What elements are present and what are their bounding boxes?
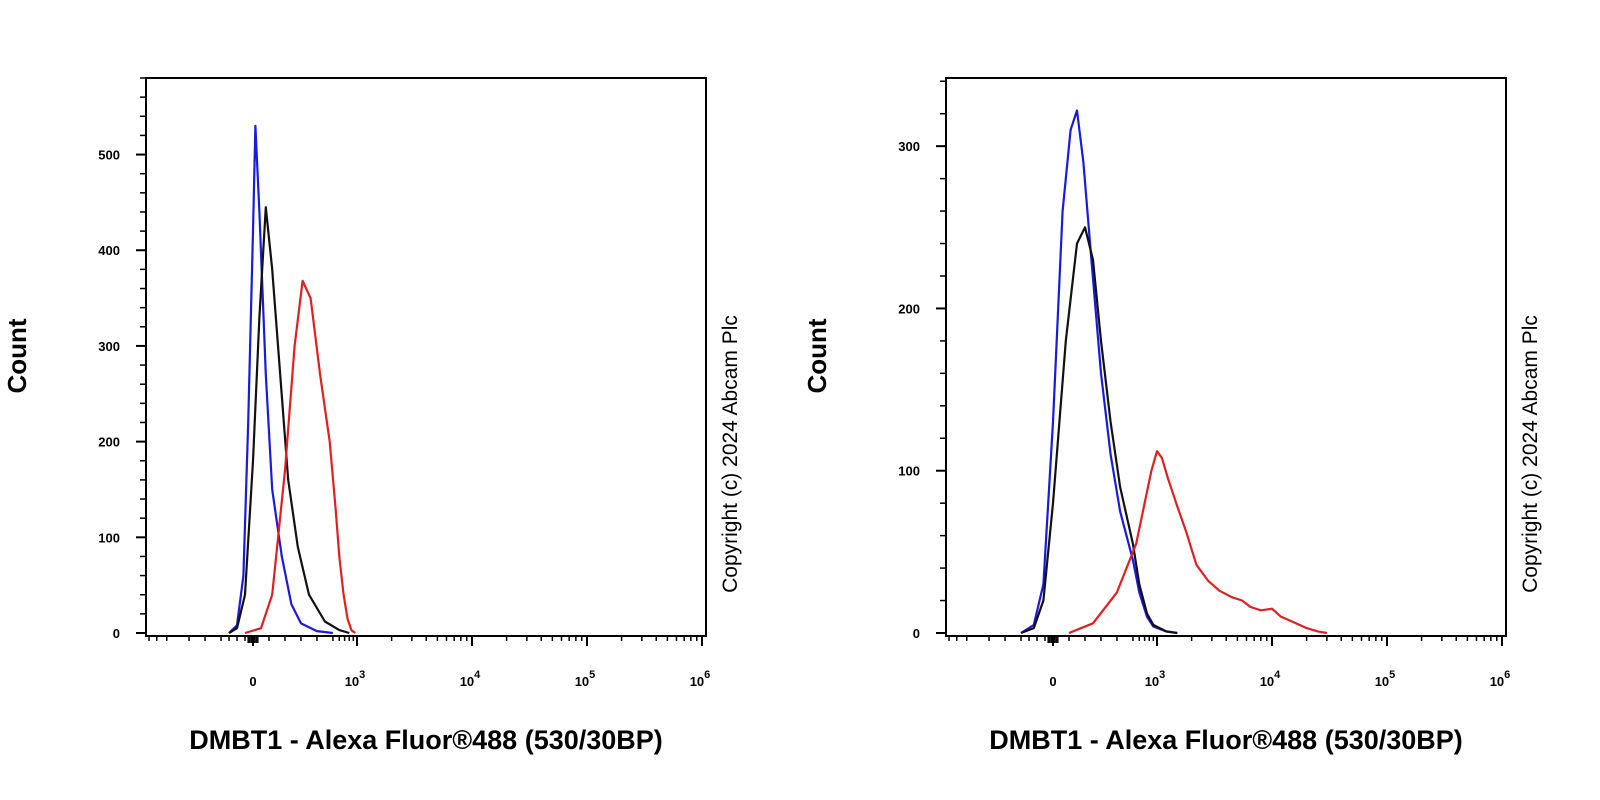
x-tick-label: 103: [345, 669, 366, 689]
svg-text:Count: Count: [802, 318, 832, 393]
x-tick-label: 104: [460, 669, 481, 689]
y-tick-label: 100: [898, 464, 920, 479]
y-tick-label: 300: [98, 339, 120, 354]
y-tick-label: 0: [913, 626, 920, 641]
series-blue-line: [1020, 109, 1178, 635]
x-tick-label: 0: [1049, 674, 1056, 689]
svg-text:DMBT1 - Alexa Fluor®488 (530/3: DMBT1 - Alexa Fluor®488 (530/30BP): [189, 725, 663, 755]
x-axis-label: DMBT1 - Alexa Fluor®488 (530/30BP): [189, 725, 663, 755]
x-ticks: 0 103 104 105 106: [148, 636, 711, 689]
x-tick-label: 104: [1260, 669, 1281, 689]
y-axis-label: Count: [802, 318, 832, 393]
histogram-panel-right: Count 0 100 200 300 0 103 104 105 106 DMBT1 - A…: [800, 0, 1600, 800]
y-tick-label: 200: [98, 435, 120, 450]
y-ticks: 0 100 200 300 400 500: [98, 77, 146, 641]
series-group: [228, 124, 356, 635]
y-tick-label: 500: [98, 148, 120, 163]
x-ticks: 0 103 104 105 106: [948, 636, 1511, 689]
svg-text:Copyright (c) 2024 Abcam Plc: Copyright (c) 2024 Abcam Plc: [719, 315, 742, 593]
copyright-text: Copyright (c) 2024 Abcam Plc: [719, 315, 742, 593]
series-black-line: [1020, 226, 1178, 635]
y-axis-label: Count: [2, 318, 32, 393]
copyright-text: Copyright (c) 2024 Abcam Plc: [1519, 315, 1542, 593]
chart-svg: Count 0 100 200 300 400 500 0 103 104 105 106 DMB…: [2, 77, 742, 755]
x-tick-label: 103: [1145, 669, 1166, 689]
plot-frame: [145, 77, 707, 637]
y-tick-label: 300: [898, 139, 920, 154]
x-tick-label: 105: [575, 669, 596, 689]
series-blue-line: [228, 124, 334, 635]
y-ticks: 0 100 200 300: [898, 80, 946, 641]
y-tick-label: 200: [898, 301, 920, 316]
x-tick-label: 106: [690, 669, 711, 689]
x-tick-label: 105: [1375, 669, 1396, 689]
plot-frame: [945, 77, 1507, 637]
svg-text:Copyright (c) 2024 Abcam Plc: Copyright (c) 2024 Abcam Plc: [1519, 315, 1542, 593]
series-red-line: [244, 279, 356, 635]
x-tick-label: 0: [249, 674, 256, 689]
y-tick-label: 100: [98, 530, 120, 545]
svg-text:DMBT1 - Alexa Fluor®488 (530/3: DMBT1 - Alexa Fluor®488 (530/30BP): [989, 725, 1463, 755]
histogram-panel-left: Count 0 100 200 300 400 500 0 103 104 105 106 DMB…: [2, 77, 742, 755]
series-group: [1020, 109, 1328, 635]
series-black-line: [228, 206, 350, 635]
series-red-line: [1068, 450, 1328, 635]
x-tick-label: 106: [1490, 669, 1511, 689]
y-tick-label: 0: [113, 626, 120, 641]
chart-svg: Count 0 100 200 300 0 103 104 105 106 DMBT1 - A…: [802, 77, 1542, 755]
x-axis-label: DMBT1 - Alexa Fluor®488 (530/30BP): [989, 725, 1463, 755]
svg-text:Count: Count: [2, 318, 32, 393]
y-tick-label: 400: [98, 243, 120, 258]
